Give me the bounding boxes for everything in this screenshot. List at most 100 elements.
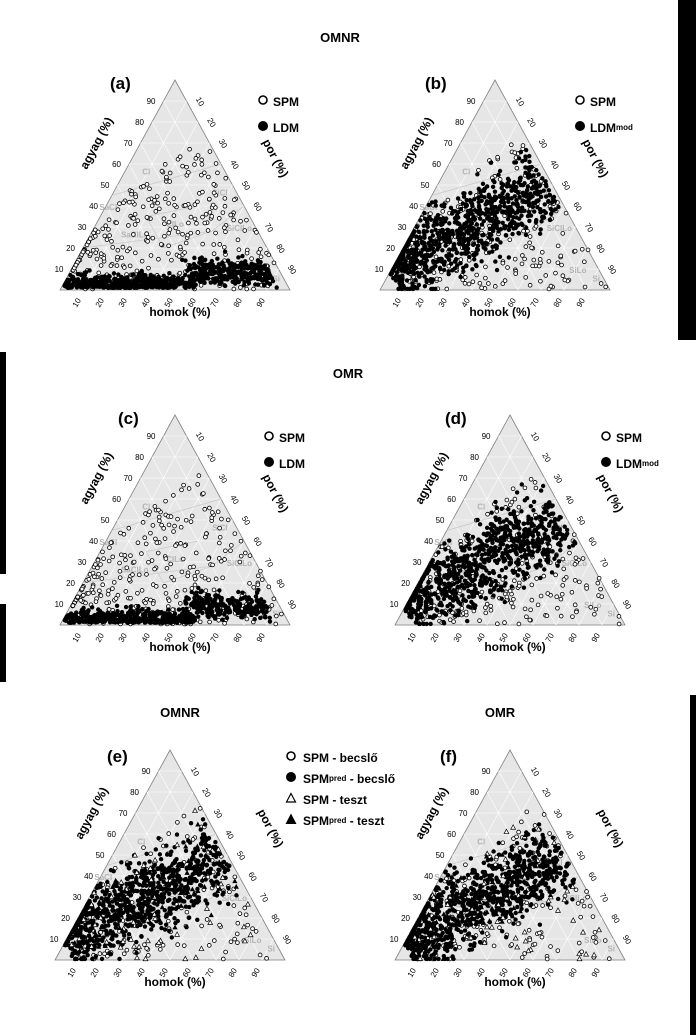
point-filled-circle — [506, 227, 512, 233]
point-open-circle — [107, 233, 112, 238]
tick-label-clay: 30 — [78, 558, 87, 567]
legend-c: SPM LDM — [263, 430, 305, 472]
point-open-circle — [104, 600, 110, 606]
gridline-silt — [494, 184, 553, 291]
point-open-circle — [216, 618, 221, 623]
point-open-circle — [219, 516, 224, 522]
point-open-circle — [117, 201, 122, 206]
point-filled-circle — [428, 606, 434, 611]
point-filled-circle — [409, 613, 414, 618]
point-open-circle — [181, 813, 187, 819]
point-filled-circle — [258, 259, 263, 265]
point-filled-circle — [473, 586, 478, 592]
point-open-circle — [199, 162, 205, 167]
point-filled-circle — [242, 612, 247, 617]
point-filled-circle — [499, 181, 504, 186]
point-filled-circle — [486, 215, 491, 221]
point-open-circle — [114, 263, 120, 268]
point-open-circle — [250, 926, 255, 931]
point-open-circle — [470, 279, 476, 285]
point-open-circle — [439, 544, 445, 550]
point-filled-circle — [466, 588, 471, 594]
point-open-circle — [238, 285, 243, 290]
texture-class-boundary — [446, 498, 557, 531]
point-open-circle — [522, 256, 527, 262]
point-open-circle — [579, 246, 585, 252]
point-filled-circle — [167, 612, 173, 618]
point-open-circle — [95, 557, 101, 563]
point-filled-circle — [421, 574, 426, 580]
point-open-circle — [444, 286, 450, 292]
point-filled-circle — [156, 835, 161, 841]
point-filled-circle — [464, 220, 469, 225]
point-open-circle — [577, 579, 582, 585]
point-open-circle — [125, 248, 130, 254]
point-open-circle — [451, 619, 456, 624]
point-filled-circle — [429, 600, 434, 606]
point-filled-circle — [433, 239, 439, 244]
point-open-circle — [273, 621, 279, 627]
point-filled-circle — [267, 619, 273, 624]
point-filled-circle — [519, 509, 524, 514]
point-filled-circle — [147, 613, 152, 618]
point-filled-circle — [213, 601, 218, 606]
point-filled-circle — [69, 619, 75, 624]
point-filled-circle — [182, 609, 187, 614]
point-filled-circle — [416, 229, 422, 235]
point-filled-circle — [188, 266, 193, 272]
point-filled-circle — [455, 196, 461, 201]
texture-region-label: Cl — [462, 168, 470, 177]
point-filled-circle — [140, 279, 146, 284]
point-filled-circle — [198, 606, 204, 611]
point-filled-circle — [479, 193, 484, 199]
point-filled-circle — [413, 277, 418, 283]
point-filled-circle — [519, 554, 525, 559]
point-open-circle — [149, 558, 155, 563]
point-filled-circle — [428, 243, 434, 248]
point-filled-circle — [456, 563, 461, 569]
point-open-circle — [156, 256, 161, 262]
point-filled-circle — [537, 523, 543, 528]
point-open-circle — [445, 197, 451, 203]
point-open-circle — [90, 570, 96, 576]
point-filled-circle — [507, 213, 512, 219]
point-filled-circle — [562, 524, 567, 529]
point-filled-circle — [496, 530, 501, 535]
point-filled-circle — [176, 607, 182, 612]
point-open-circle — [504, 594, 510, 600]
tick-label-sand: 80 — [567, 631, 580, 644]
point-open-circle — [121, 200, 126, 206]
point-open-circle — [512, 578, 517, 584]
point-filled-circle — [418, 235, 423, 240]
legend-b-spm-label: SPM — [590, 95, 617, 109]
point-filled-circle — [465, 250, 471, 255]
point-open-circle — [184, 164, 189, 170]
point-filled-circle — [500, 220, 505, 225]
point-filled-circle — [461, 191, 466, 196]
point-filled-circle — [484, 210, 489, 215]
right-black-bar-bottom — [690, 695, 696, 1035]
tick-label-silt: 50 — [240, 515, 253, 528]
point-filled-circle — [540, 176, 545, 181]
point-open-circle — [100, 582, 105, 587]
point-open-circle — [512, 150, 518, 155]
point-open-circle — [148, 597, 153, 603]
point-filled-circle — [167, 897, 172, 902]
point-open-circle — [529, 245, 534, 251]
point-open-circle — [553, 572, 558, 578]
point-open-circle — [533, 223, 539, 229]
point-filled-circle — [434, 607, 439, 612]
point-open-circle — [130, 572, 135, 577]
point-filled-circle — [202, 822, 208, 827]
point-filled-circle — [459, 575, 464, 580]
tick-label-silt: 70 — [263, 222, 276, 235]
point-filled-circle — [107, 274, 112, 279]
tick-label-clay: 20 — [401, 579, 410, 588]
point-filled-circle — [436, 596, 441, 601]
point-filled-circle — [507, 532, 513, 538]
point-open-circle — [178, 524, 184, 530]
point-filled-circle — [414, 588, 419, 593]
point-filled-circle — [572, 539, 577, 545]
point-open-circle — [109, 239, 114, 244]
point-filled-circle — [521, 521, 527, 526]
